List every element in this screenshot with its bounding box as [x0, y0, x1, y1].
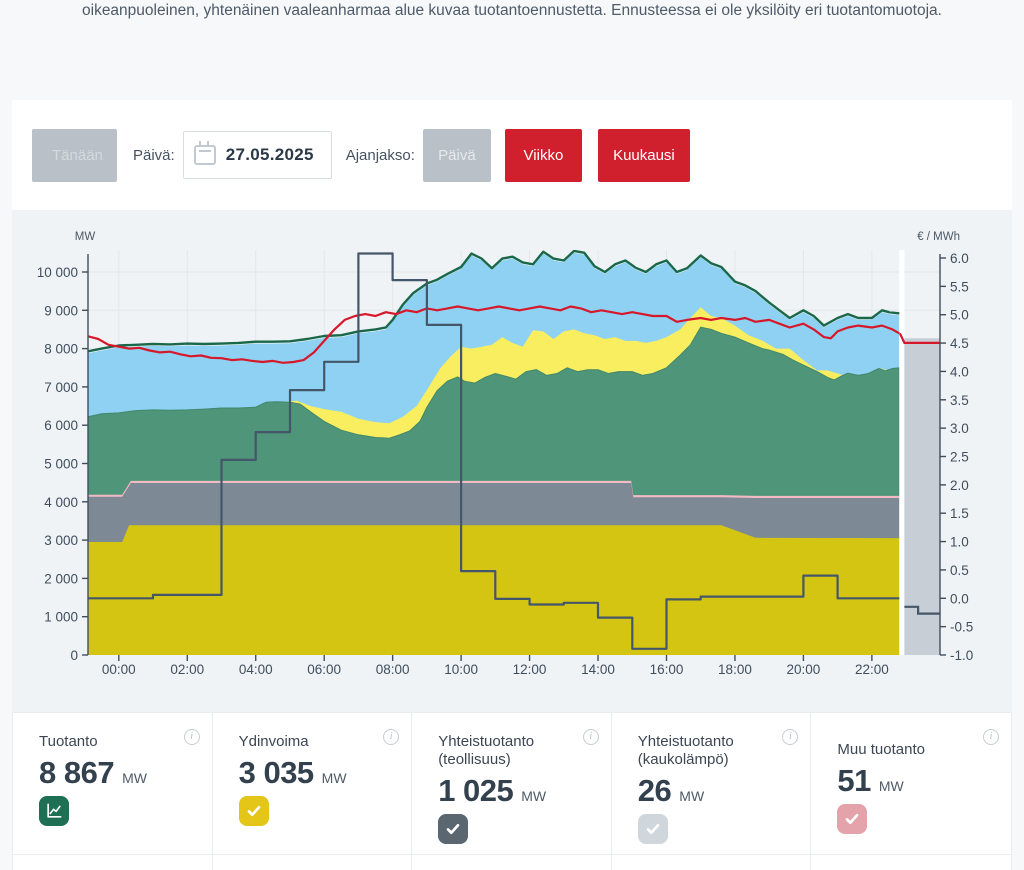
card-unit: MW — [679, 788, 705, 804]
svg-text:MW: MW — [75, 231, 96, 243]
svg-text:12:00: 12:00 — [513, 662, 547, 677]
card-title: Ydinvoima — [238, 733, 309, 750]
production-chart-panel: 0 1 000 2 000 3 000 4 000 5 000 6 000 7 000 8 00… — [12, 210, 1012, 712]
svg-text:-0.5: -0.5 — [950, 620, 973, 635]
svg-text:10 000: 10 000 — [37, 265, 78, 280]
info-icon[interactable]: i — [983, 729, 999, 745]
card-ydinvoima: i Ydinvoima 3 035 MW — [213, 713, 413, 854]
period-day-button[interactable]: Päivä — [422, 128, 491, 182]
card-yhteistuotanto-kaukolampo: i Yhteistuotanto (kaukolämpö) 26 MW — [612, 713, 812, 854]
svg-text:02:00: 02:00 — [170, 662, 204, 677]
check-icon[interactable] — [438, 814, 469, 844]
check-icon[interactable] — [837, 804, 868, 834]
date-label: Päivä: — [133, 146, 175, 164]
stat-cards-row: i Tuotanto 8 867 MW i Ydinvoima 3 035 MW… — [12, 712, 1012, 855]
period-label: Ajanjakso: — [345, 146, 415, 164]
svg-text:4.5: 4.5 — [950, 336, 969, 351]
svg-text:2 000: 2 000 — [44, 571, 78, 586]
card-muu-tuotanto: i Muu tuotanto 51 MW — [811, 713, 1011, 854]
card-value: 8 867 — [39, 755, 115, 790]
svg-text:0: 0 — [70, 648, 78, 663]
svg-text:20:00: 20:00 — [787, 662, 821, 677]
svg-text:14:00: 14:00 — [581, 662, 615, 677]
period-month-button[interactable]: Kuukausi — [597, 128, 690, 182]
card-unit: MW — [878, 778, 904, 794]
card-unit: MW — [521, 788, 547, 804]
svg-text:22:00: 22:00 — [855, 662, 889, 677]
svg-text:3.5: 3.5 — [950, 393, 969, 408]
svg-text:5.0: 5.0 — [950, 308, 969, 323]
svg-text:9 000: 9 000 — [44, 303, 78, 318]
svg-text:5 000: 5 000 — [44, 457, 78, 472]
card-value: 26 — [637, 773, 672, 808]
card-value: 3 035 — [238, 755, 315, 790]
svg-text:16:00: 16:00 — [650, 662, 684, 677]
card-tuotanto: i Tuotanto 8 867 MW — [13, 713, 213, 854]
line-chart-icon[interactable] — [39, 796, 69, 826]
svg-text:1.0: 1.0 — [950, 535, 969, 550]
svg-text:18:00: 18:00 — [718, 662, 752, 677]
svg-text:08:00: 08:00 — [376, 662, 410, 677]
svg-text:3 000: 3 000 — [44, 533, 78, 548]
svg-text:2.5: 2.5 — [950, 450, 969, 465]
svg-text:04:00: 04:00 — [239, 662, 273, 677]
info-icon[interactable]: i — [383, 729, 400, 745]
calendar-icon — [193, 141, 216, 165]
date-value: 27.05.2025 — [225, 145, 314, 164]
svg-text:0.5: 0.5 — [950, 563, 969, 578]
card-title: Yhteistuotanto (kaukolämpö) — [637, 733, 734, 768]
stat-cards-row-2 — [12, 855, 1012, 870]
info-icon[interactable]: i — [782, 729, 799, 745]
production-price-chart[interactable]: 0 1 000 2 000 3 000 4 000 5 000 6 000 7 000 8 00… — [12, 210, 1012, 712]
svg-text:4 000: 4 000 — [44, 495, 78, 510]
svg-text:€ / MWh: € / MWh — [917, 231, 960, 243]
info-icon[interactable]: i — [582, 729, 599, 745]
svg-text:-1.0: -1.0 — [950, 648, 973, 663]
chart-toolbar: Tänään Päivä: 27.05.2025 Ajanjakso: Päiv… — [12, 100, 1012, 210]
svg-text:3.0: 3.0 — [950, 421, 969, 436]
svg-text:0.0: 0.0 — [950, 591, 969, 606]
card-title: Yhteistuotanto (teollisuus) — [438, 733, 535, 768]
svg-text:1 000: 1 000 — [44, 610, 78, 625]
svg-text:4.0: 4.0 — [950, 364, 969, 379]
period-week-button[interactable]: Viikko — [504, 128, 582, 182]
card-value: 51 — [837, 763, 871, 798]
card-title: Tuotanto — [39, 733, 98, 750]
svg-text:7 000: 7 000 — [44, 380, 78, 395]
svg-text:2.0: 2.0 — [950, 478, 969, 493]
svg-text:06:00: 06:00 — [307, 662, 341, 677]
today-button[interactable]: Tänään — [32, 128, 117, 182]
card-unit: MW — [321, 770, 347, 786]
svg-text:8 000: 8 000 — [44, 342, 78, 357]
card-title: Muu tuotanto — [837, 741, 925, 758]
date-input[interactable]: 27.05.2025 — [182, 131, 332, 179]
card-yhteistuotanto-teollisuus: i Yhteistuotanto (teollisuus) 1 025 MW — [412, 713, 612, 854]
forecast-description-text: oikeanpuoleinen, yhtenäinen vaaleanharma… — [82, 2, 942, 19]
card-unit: MW — [122, 770, 147, 786]
check-icon[interactable] — [238, 796, 269, 826]
check-icon[interactable] — [637, 814, 668, 844]
info-icon[interactable]: i — [183, 729, 200, 745]
svg-text:1.5: 1.5 — [950, 506, 969, 521]
svg-text:10:00: 10:00 — [444, 662, 478, 677]
svg-text:6 000: 6 000 — [44, 418, 78, 433]
svg-text:6.0: 6.0 — [950, 251, 969, 266]
card-value: 1 025 — [438, 773, 514, 808]
svg-text:5.5: 5.5 — [950, 279, 969, 294]
svg-text:00:00: 00:00 — [102, 662, 136, 677]
